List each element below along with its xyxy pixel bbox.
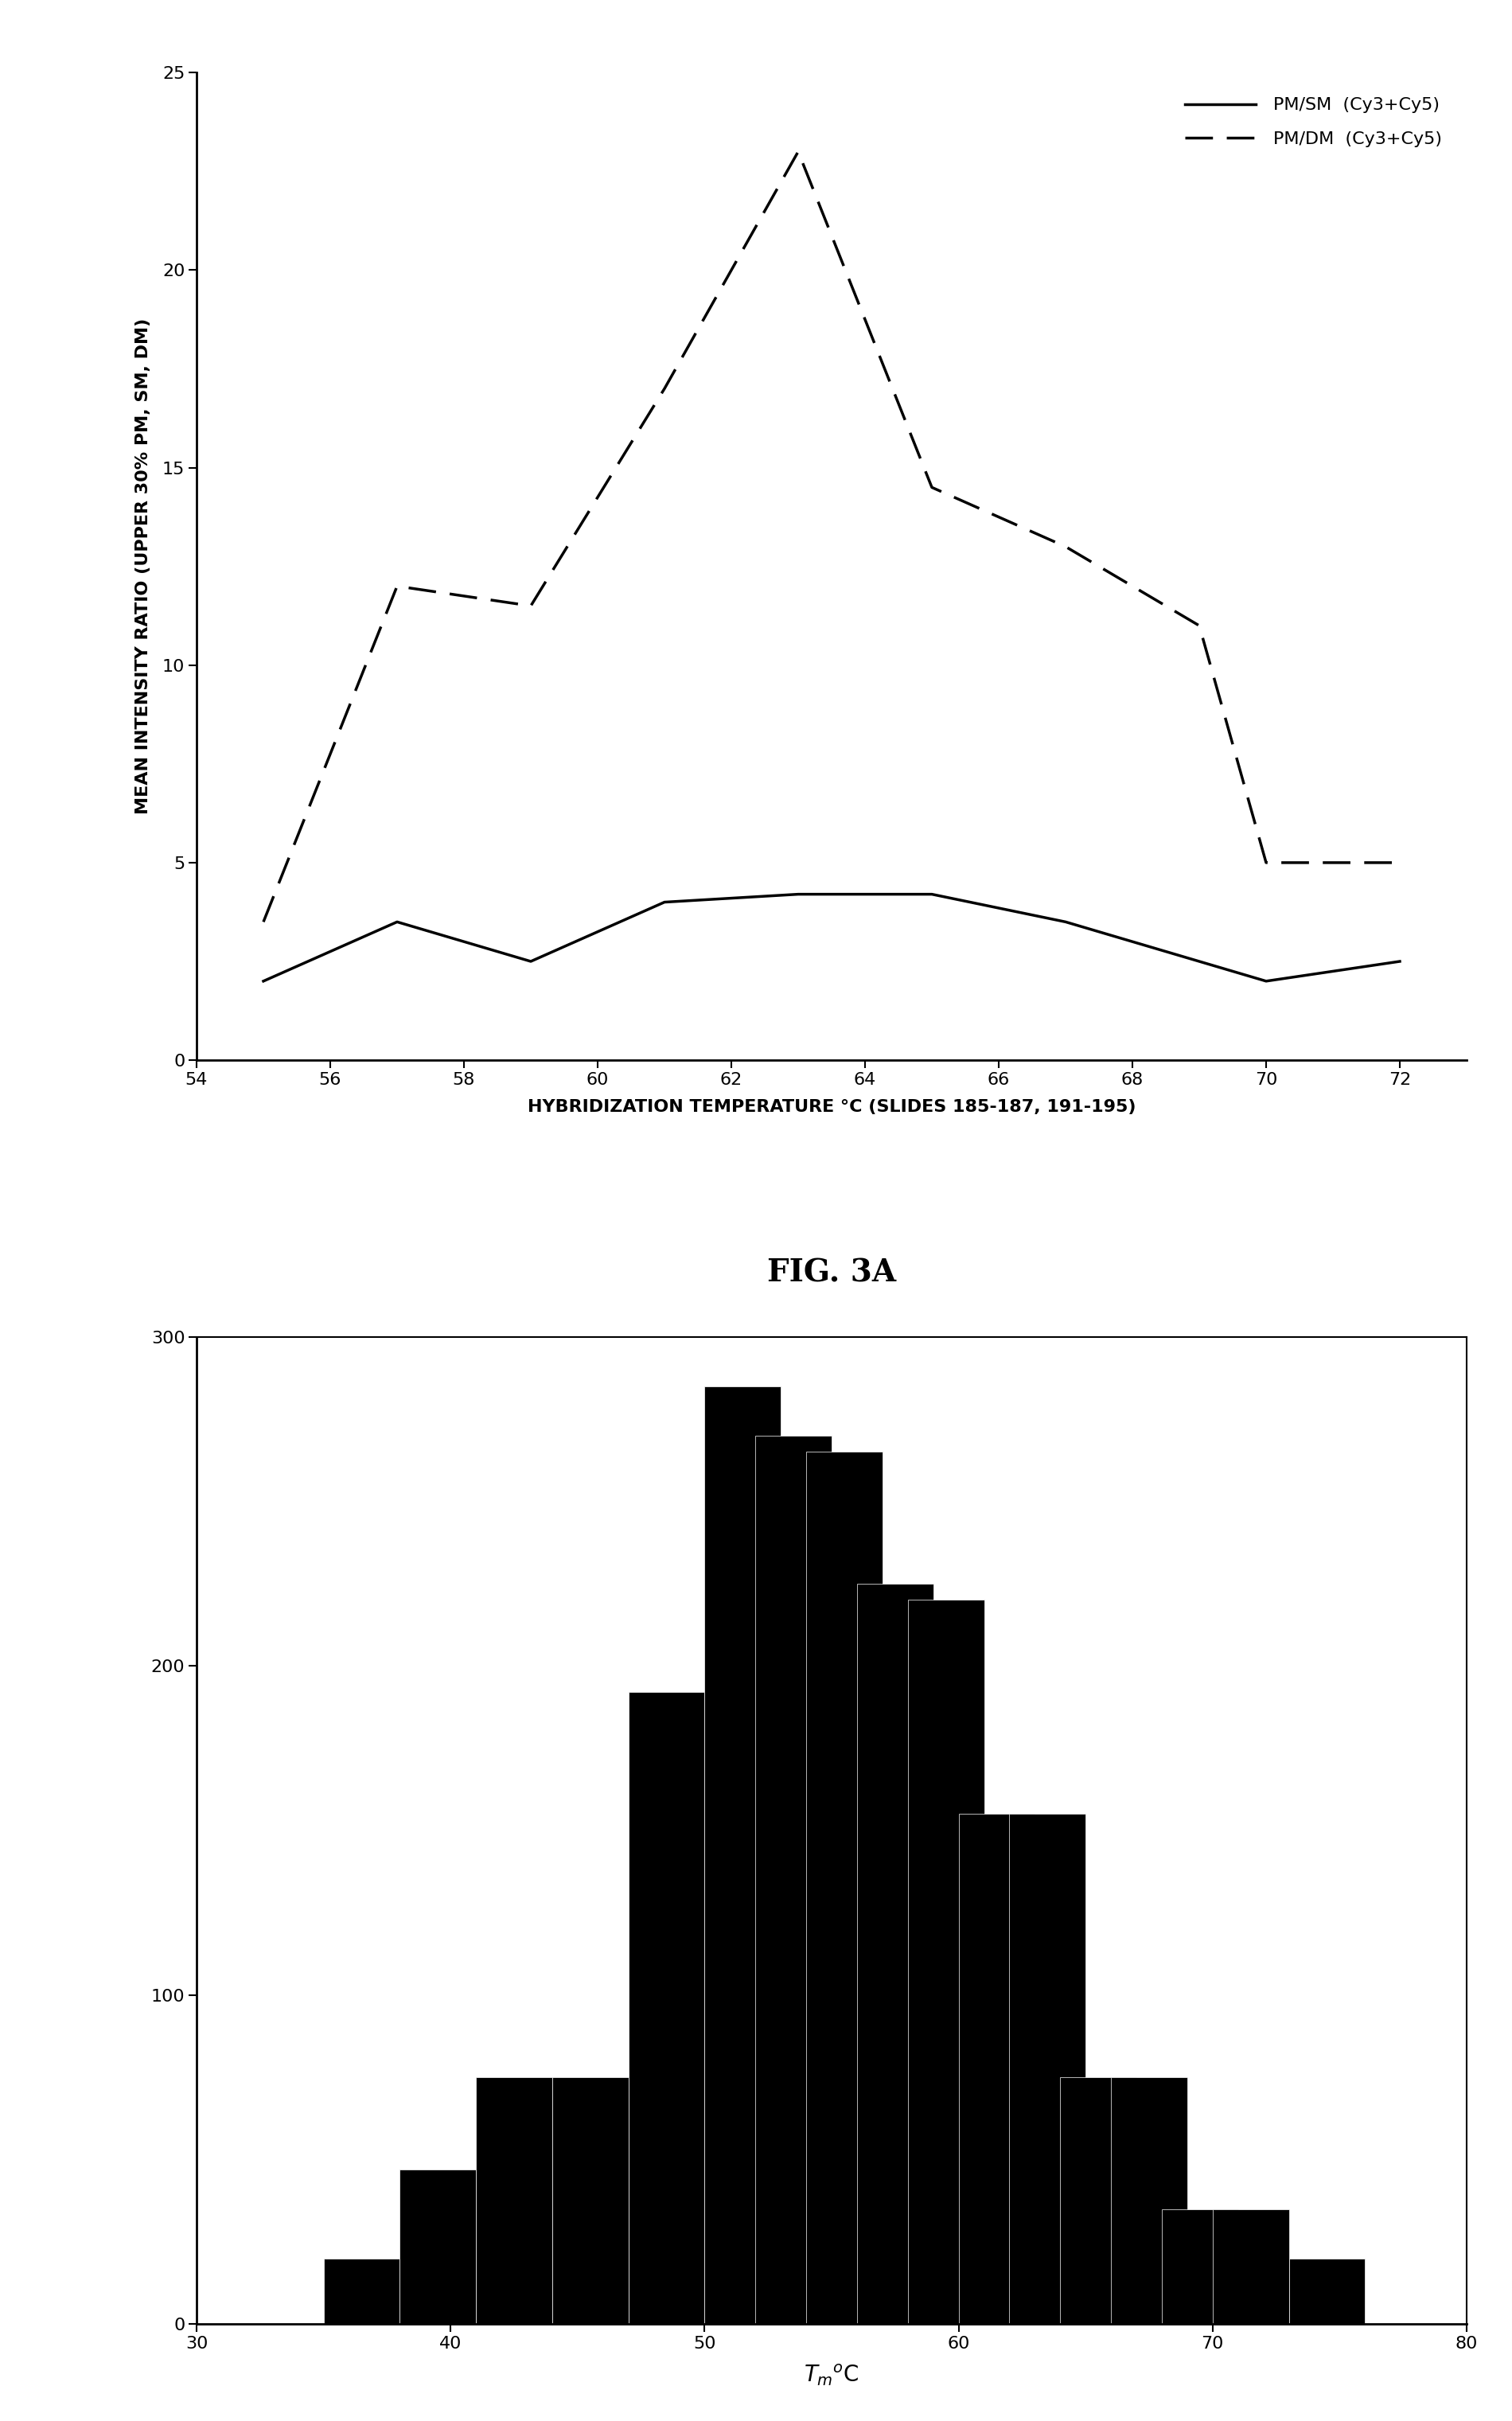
Bar — [1161, 2208, 1238, 2324]
Y-axis label: MEAN INTENSITY RATIO (UPPER 30% PM, SM, DM): MEAN INTENSITY RATIO (UPPER 30% PM, SM, … — [136, 320, 151, 813]
PM/SM  (Cy3+Cy5) — [789, 879, 807, 908]
PM/SM  (Cy3+Cy5) — [922, 879, 940, 908]
PM/DM  (Cy3+Cy5) — [655, 375, 673, 404]
PM/DM  (Cy3+Cy5) — [1256, 847, 1275, 876]
PM/DM  (Cy3+Cy5) — [522, 591, 540, 620]
PM/SM  (Cy3+Cy5) — [655, 889, 673, 918]
Legend: PM/SM  (Cy3+Cy5), PM/DM  (Cy3+Cy5): PM/SM (Cy3+Cy5), PM/DM (Cy3+Cy5) — [1178, 90, 1448, 155]
Bar — [907, 1600, 984, 2324]
PM/SM  (Cy3+Cy5) — [522, 947, 540, 976]
Bar — [806, 1453, 883, 2324]
Bar — [705, 1385, 780, 2324]
Bar — [1060, 2077, 1137, 2324]
PM/SM  (Cy3+Cy5) — [1057, 908, 1075, 937]
Bar — [476, 2077, 552, 2324]
Text: FIG. 3A: FIG. 3A — [767, 1256, 897, 1288]
PM/DM  (Cy3+Cy5) — [1190, 610, 1208, 639]
Bar — [857, 1583, 933, 2324]
PM/DM  (Cy3+Cy5) — [254, 908, 272, 937]
Bar — [1010, 1813, 1086, 2324]
Bar — [959, 1813, 1034, 2324]
Bar — [324, 2259, 399, 2324]
PM/SM  (Cy3+Cy5) — [1190, 947, 1208, 976]
Line: PM/SM  (Cy3+Cy5): PM/SM (Cy3+Cy5) — [263, 893, 1400, 981]
PM/DM  (Cy3+Cy5) — [1391, 847, 1409, 876]
Bar — [1111, 2077, 1187, 2324]
PM/DM  (Cy3+Cy5) — [389, 571, 407, 600]
Bar — [552, 2077, 629, 2324]
PM/SM  (Cy3+Cy5) — [254, 966, 272, 995]
Line: PM/DM  (Cy3+Cy5): PM/DM (Cy3+Cy5) — [263, 153, 1400, 922]
Bar — [1288, 2259, 1365, 2324]
PM/DM  (Cy3+Cy5) — [1057, 533, 1075, 562]
PM/SM  (Cy3+Cy5) — [1391, 947, 1409, 976]
Bar — [399, 2169, 476, 2324]
PM/SM  (Cy3+Cy5) — [1256, 966, 1275, 995]
X-axis label: HYBRIDIZATION TEMPERATURE °C (SLIDES 185-187, 191-195): HYBRIDIZATION TEMPERATURE °C (SLIDES 185… — [528, 1099, 1136, 1114]
Bar — [629, 1692, 705, 2324]
Bar — [1213, 2208, 1288, 2324]
Bar — [756, 1436, 832, 2324]
PM/DM  (Cy3+Cy5) — [922, 472, 940, 501]
PM/SM  (Cy3+Cy5) — [389, 908, 407, 937]
X-axis label: $T_m$$^o$C: $T_m$$^o$C — [804, 2363, 859, 2387]
PM/DM  (Cy3+Cy5) — [789, 138, 807, 167]
